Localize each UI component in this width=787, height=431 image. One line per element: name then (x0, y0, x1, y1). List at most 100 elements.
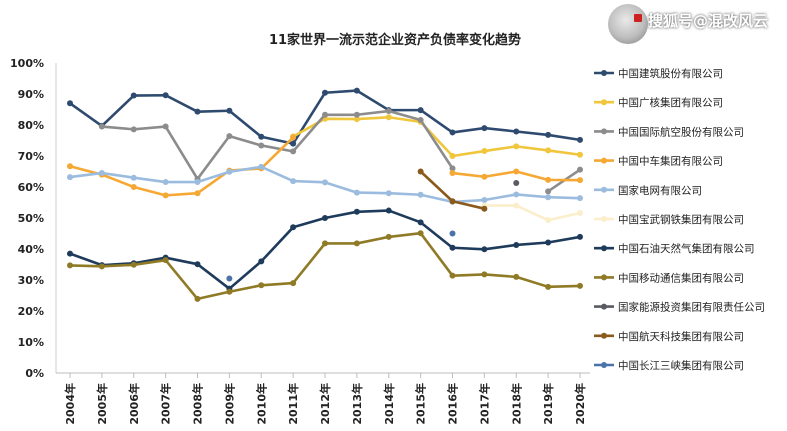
chart-axes: 0% 10% 20% 30% 40% 50% 60% 70% 80% 90% 100% 2004年 20… (10, 57, 590, 425)
x-tick-label: 2016年 (446, 383, 460, 425)
data-point (130, 174, 137, 181)
data-point (258, 133, 265, 140)
legend-label: 国家电网有限公司 (618, 184, 702, 197)
legend-marker (601, 99, 607, 106)
chart-legend: 中国建筑股份有限公司中国广核集团有限公司中国国际航空股份有限公司中国中车集团有限… (594, 67, 765, 372)
data-point (290, 178, 297, 185)
data-point (194, 179, 201, 186)
series-5 (67, 163, 583, 205)
legend-marker (601, 157, 607, 164)
data-point (385, 233, 392, 240)
chart-title: 11家世界一流示范企业资产负债率变化趋势 (269, 32, 521, 48)
x-tick-label: 2013年 (350, 383, 364, 425)
data-point (258, 282, 265, 289)
data-point (577, 177, 583, 184)
data-point (545, 147, 552, 154)
data-point (417, 219, 424, 226)
x-tick-label: 2008年 (191, 383, 205, 425)
x-tick-label: 2010年 (254, 383, 268, 425)
watermark-text: 搜狐号@混改风云 (648, 12, 769, 30)
data-point (577, 195, 583, 202)
data-point (194, 295, 201, 302)
series-line (101, 109, 454, 181)
data-point (130, 184, 137, 190)
data-point (449, 244, 456, 251)
data-point (385, 190, 392, 197)
data-point (577, 166, 583, 173)
y-tick-label: 90% (18, 88, 44, 101)
data-point (130, 92, 137, 99)
data-point (417, 107, 424, 114)
legend-marker (601, 186, 607, 193)
data-point (417, 230, 424, 237)
x-tick-label: 2018年 (509, 383, 523, 425)
y-tick-label: 20% (18, 305, 44, 318)
data-point (226, 275, 233, 282)
data-point (577, 233, 583, 240)
data-point (226, 133, 233, 140)
data-point (481, 148, 488, 155)
data-point (226, 168, 233, 175)
data-point (481, 246, 488, 253)
x-tick-label: 2014年 (382, 383, 396, 425)
data-point (417, 117, 424, 124)
data-point (98, 263, 105, 270)
y-tick-label: 60% (18, 181, 44, 194)
data-point (98, 123, 105, 130)
legend-label: 中国广核集团有限公司 (618, 96, 723, 109)
data-point (322, 89, 328, 96)
data-point (481, 271, 488, 278)
legend-label: 中国长江三峡集团有限公司 (618, 359, 744, 372)
data-point (194, 190, 201, 197)
x-tick-label: 2019年 (541, 383, 555, 425)
data-point (258, 258, 265, 265)
data-point (513, 202, 520, 209)
x-tick-label: 2020年 (573, 383, 587, 425)
data-point (481, 173, 488, 180)
y-tick-label: 50% (18, 212, 44, 225)
data-point (322, 240, 328, 247)
data-point (545, 283, 552, 290)
data-point (577, 136, 583, 143)
legend-marker (601, 70, 607, 76)
data-point (513, 143, 520, 150)
y-tick-label: 10% (18, 336, 44, 349)
y-tick-label: 80% (18, 119, 44, 132)
legend-label: 中国宝武钢铁集团有限公司 (618, 213, 744, 226)
x-tick-label: 2015年 (414, 383, 428, 425)
data-point (353, 189, 360, 196)
data-point (545, 176, 552, 183)
data-point (385, 114, 392, 121)
data-point (322, 111, 328, 118)
legend-marker (601, 274, 607, 281)
data-point (353, 240, 360, 247)
data-point (258, 163, 265, 170)
series-4 (67, 134, 583, 199)
series-line (292, 115, 581, 158)
series-8 (67, 230, 583, 302)
x-tick-label: 2017年 (477, 383, 491, 425)
data-point (130, 261, 137, 268)
y-tick-label: 0% (25, 367, 44, 380)
legend-marker (601, 362, 607, 368)
legend-marker (601, 128, 607, 135)
data-point (353, 116, 360, 123)
data-point (545, 217, 552, 224)
series-10 (417, 168, 488, 212)
data-point (258, 142, 265, 149)
data-point (545, 131, 552, 138)
data-point (353, 87, 360, 94)
data-point (481, 205, 488, 212)
data-point (162, 192, 169, 199)
x-tick-label: 2006年 (127, 383, 141, 425)
data-point (513, 241, 520, 248)
data-point (449, 165, 456, 172)
data-point (353, 208, 360, 215)
data-point (545, 188, 552, 195)
legend-label: 国家能源投资集团有限责任公司 (618, 301, 765, 314)
data-point (577, 282, 583, 289)
y-tick-label: 40% (18, 243, 44, 256)
series-line (484, 204, 581, 222)
data-point (290, 148, 297, 155)
data-point (162, 123, 169, 130)
